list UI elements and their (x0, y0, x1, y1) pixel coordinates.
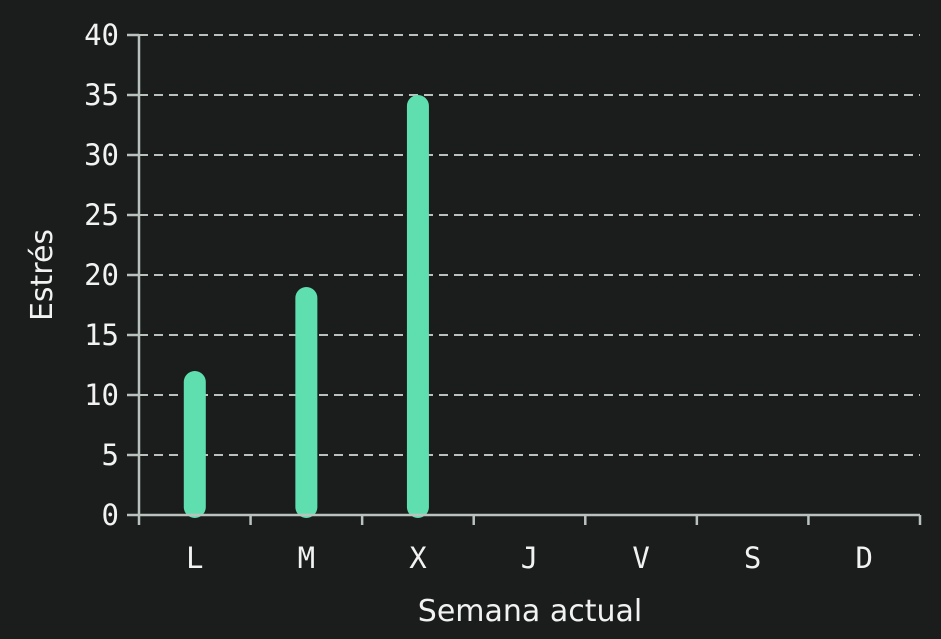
y-tick-label-10: 10 (84, 378, 119, 412)
bars (183, 95, 429, 518)
x-tick-label-V: V (632, 541, 649, 575)
x-tick-label-X: X (409, 541, 427, 575)
x-tick-label-M: M (298, 541, 315, 575)
y-tick-labels: 0 5 10 15 20 25 30 35 40 (84, 18, 119, 532)
y-tick-label-20: 20 (84, 258, 119, 292)
y-axis-label: Estrés (25, 229, 60, 321)
x-axis-label: Semana actual (418, 594, 642, 629)
y-tick-label-30: 30 (84, 138, 119, 172)
y-tick-label-25: 25 (84, 198, 119, 232)
x-tick-label-L: L (186, 541, 203, 575)
y-tick-label-35: 35 (84, 78, 119, 112)
y-tick-label-40: 40 (84, 18, 119, 52)
y-tick-label-15: 15 (84, 318, 119, 352)
y-tick-label-5: 5 (102, 438, 119, 472)
grid-lines (139, 34, 920, 456)
axes (127, 33, 922, 525)
y-tick-label-0: 0 (102, 498, 119, 532)
x-tick-label-J: J (521, 541, 538, 575)
x-tick-label-S: S (744, 541, 761, 575)
x-tick-label-D: D (855, 541, 872, 575)
